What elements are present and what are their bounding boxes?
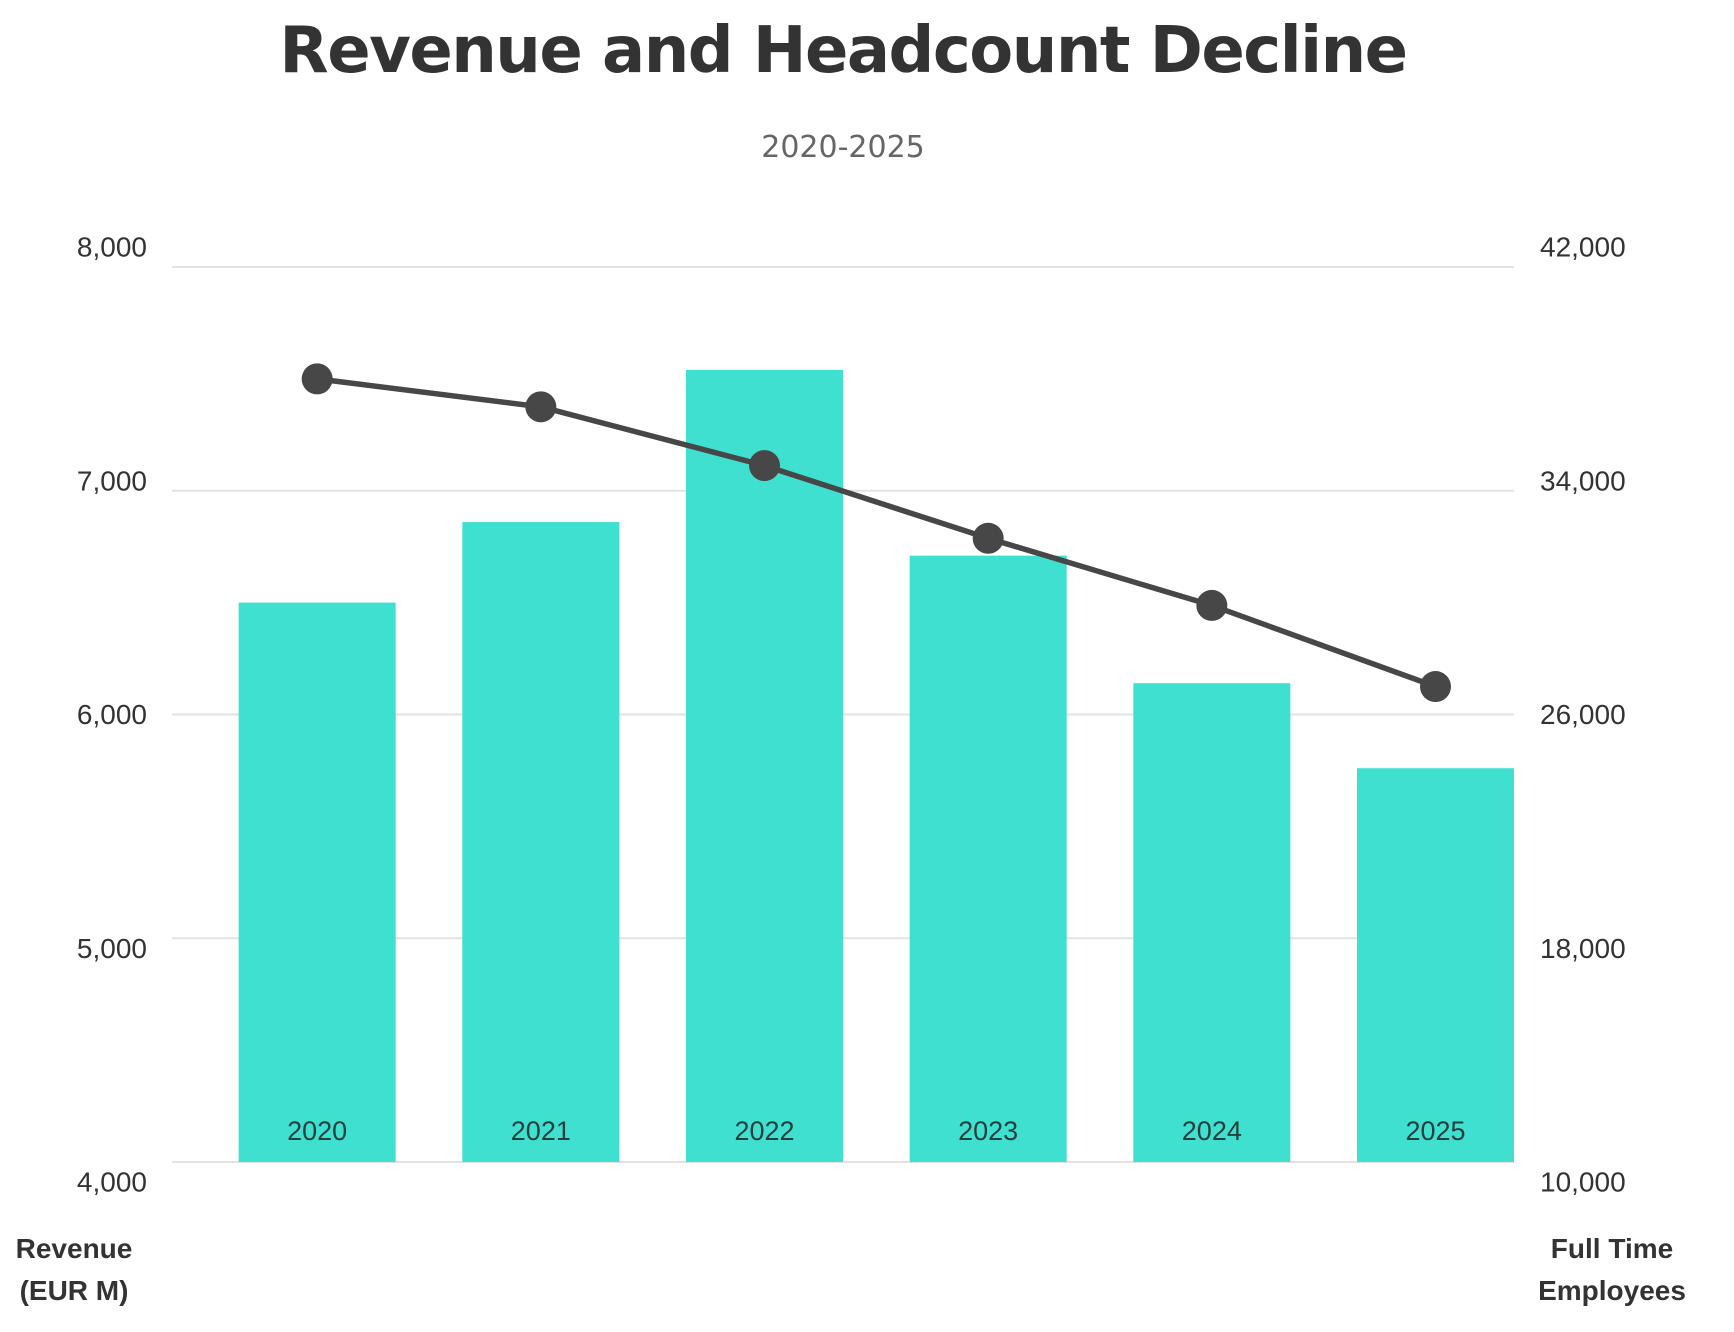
category-label: 2022 xyxy=(734,1116,794,1146)
employees-point-2020 xyxy=(301,363,333,395)
left-axis-title-line-1: Revenue xyxy=(15,1233,133,1264)
right-axis-title-line-2: Employees xyxy=(1538,1275,1686,1306)
revenue-bar-2020 xyxy=(238,602,396,1162)
category-label: 2020 xyxy=(287,1116,347,1146)
left-axis-tick-label: 5,000 xyxy=(77,933,147,964)
left-axis-tick-label: 4,000 xyxy=(77,1167,147,1198)
revenue-bar-2024 xyxy=(1133,683,1291,1162)
employees-point-2025 xyxy=(1420,671,1451,703)
employees-line-series xyxy=(301,363,1451,703)
right-axis-tick-label: 34,000 xyxy=(1540,465,1626,496)
employees-point-2022 xyxy=(749,450,780,482)
chart-title: Revenue and Headcount Decline xyxy=(279,14,1408,88)
left-axis-title: Revenue (EUR M) xyxy=(4,1228,144,1312)
right-axis-tick-label: 26,000 xyxy=(1540,699,1626,730)
revenue-bar-2022 xyxy=(686,369,843,1162)
left-axis-ticks: 8,000 7,000 6,000 5,000 4,000 xyxy=(77,232,147,1198)
category-label: 2024 xyxy=(1182,1116,1242,1146)
revenue-bar-2025 xyxy=(1357,768,1514,1162)
right-axis-tick-label: 42,000 xyxy=(1540,232,1626,263)
revenue-bars xyxy=(238,369,1514,1162)
right-axis-title-line-1: Full Time xyxy=(1550,1233,1674,1264)
category-label: 2025 xyxy=(1405,1116,1465,1146)
chart-subtitle: 2020-2025 xyxy=(761,130,925,165)
category-label: 2021 xyxy=(511,1116,571,1146)
left-axis-tick-label: 6,000 xyxy=(77,699,147,730)
right-axis-ticks: 42,000 34,000 26,000 18,000 10,000 xyxy=(1540,232,1626,1198)
right-axis-tick-label: 18,000 xyxy=(1540,933,1626,964)
revenue-bar-2023 xyxy=(909,555,1067,1162)
employees-point-2023 xyxy=(972,522,1004,554)
left-axis-title-line-2: (EUR M) xyxy=(19,1275,129,1306)
left-axis-tick-label: 8,000 xyxy=(77,232,147,263)
revenue-bar-2021 xyxy=(462,522,620,1162)
employees-point-2024 xyxy=(1196,589,1228,621)
employees-point-2021 xyxy=(525,391,557,423)
right-axis-tick-label: 10,000 xyxy=(1540,1167,1626,1198)
category-label: 2023 xyxy=(958,1116,1018,1146)
category-labels: 2020 2021 2022 2023 2024 2025 xyxy=(287,1116,1465,1146)
right-axis-title: Full Time Employees xyxy=(1527,1228,1697,1312)
left-axis-tick-label: 7,000 xyxy=(77,465,147,496)
employees-line xyxy=(314,376,1439,690)
